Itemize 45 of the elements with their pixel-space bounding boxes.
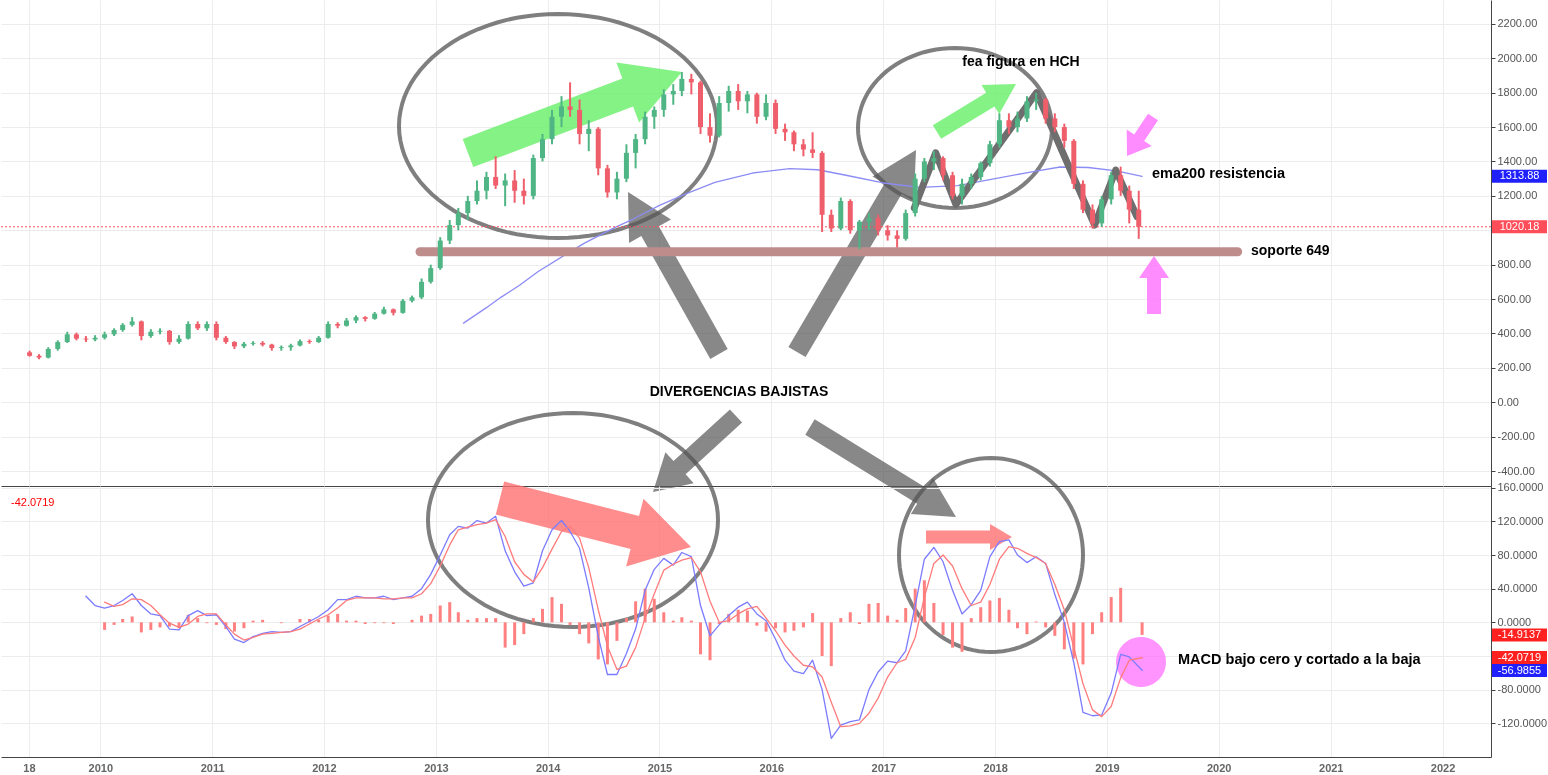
text: -14.9137: [1497, 627, 1542, 640]
y-tick-label: -120.0000: [1497, 716, 1548, 729]
y-tick-label: -200.00: [1497, 430, 1535, 443]
y-tick-label: 2000.00: [1497, 51, 1538, 64]
text: -42.0719: [1497, 650, 1542, 663]
x-tick-label: 2011: [200, 761, 225, 774]
annotation: -42.0719: [11, 496, 55, 508]
x-tick-label: 2020: [1206, 761, 1232, 774]
x-tick-label: 2017: [871, 761, 897, 774]
x-tick-label: 2014: [535, 761, 562, 774]
annotation: ema200 resistencia: [1152, 165, 1286, 181]
y-tick-label: 2200.00: [1497, 17, 1538, 30]
y-tick-label: 200.00: [1497, 361, 1532, 374]
x-tick-label: 2019: [1095, 761, 1120, 774]
y-tick-label: 1400.00: [1497, 154, 1538, 167]
y-tick-label: 120.0000: [1497, 514, 1544, 527]
x-tick-label: 18: [23, 761, 36, 774]
x-tick-label: 2013: [424, 761, 449, 774]
ref-line-label: 1020.18: [1499, 219, 1540, 232]
x-tick-label: 2015: [647, 761, 673, 774]
x-tick-label: 2021: [1319, 761, 1344, 774]
annotation: fea figura en HCH: [962, 53, 1080, 69]
y-tick-label: 1800.00: [1497, 86, 1538, 99]
y-tick-label: -80.0000: [1497, 683, 1541, 696]
y-tick-label: 40.0000: [1497, 582, 1538, 595]
x-tick-label: 2012: [312, 761, 337, 774]
y-tick-label: 0.0000: [1497, 615, 1532, 628]
y-tick-label: 1600.00: [1497, 120, 1538, 133]
text: 1313.88: [1499, 169, 1540, 182]
y-tick-label: 160.0000: [1497, 481, 1544, 494]
x-tick-label: 2010: [88, 761, 114, 774]
x-tick-label: 2022: [1430, 761, 1456, 774]
text: -56.9855: [1497, 663, 1542, 676]
y-tick-label: 80.0000: [1497, 548, 1538, 561]
annotation: DIVERGENCIAS BAJISTAS: [649, 383, 829, 399]
y-tick-label: 800.00: [1497, 258, 1532, 271]
y-tick-label: -400.00: [1497, 464, 1535, 477]
y-tick-label: 600.00: [1497, 292, 1532, 305]
y-tick-label: 0.00: [1497, 395, 1519, 408]
x-tick-label: 2018: [983, 761, 1008, 774]
annotation: MACD bajo cero y cortado a la baja: [1178, 651, 1422, 667]
x-tick-label: 2016: [759, 761, 785, 774]
y-tick-label: 400.00: [1497, 326, 1532, 339]
y-tick-label: 1200.00: [1497, 189, 1538, 202]
annotation: soporte 649: [1251, 242, 1330, 258]
